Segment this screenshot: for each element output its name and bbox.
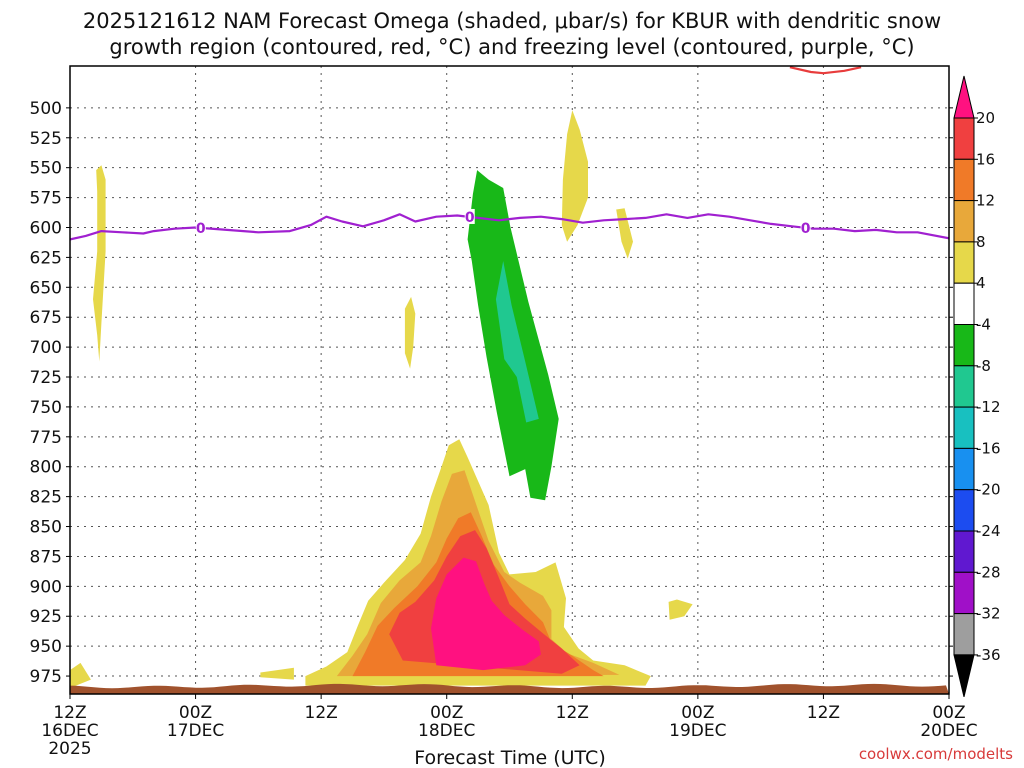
freezing-level-label: 0: [801, 221, 811, 237]
x-tick-label-l1: 12Z: [305, 703, 338, 723]
freezing-level-label: 0: [465, 210, 475, 226]
y-tick-label-800: 800: [30, 458, 62, 478]
x-tick-label-l2: 18DEC: [418, 721, 475, 741]
omega-shaded-regions: [70, 110, 693, 688]
colorbar-segment: [953, 158, 975, 202]
x-tick-label-l1: 00Z: [430, 703, 463, 723]
freezing-label-bg: [464, 208, 475, 224]
colorbar-label--4: -4: [976, 316, 991, 334]
y-tick-label-725: 725: [30, 368, 62, 388]
x-tick-label-l1: 12Z: [556, 703, 589, 723]
colorbar-label--20: -20: [976, 481, 1001, 499]
colorbar-label--16: -16: [976, 439, 1001, 457]
freezing-label-bg: [800, 219, 811, 235]
omega-region-yellow-left: [70, 662, 91, 688]
y-tick-label-575: 575: [30, 189, 62, 209]
colorbar-label-20: 20: [976, 109, 995, 127]
colorbar-segment: [953, 489, 975, 532]
x-tick-label-l2: 20DEC: [920, 721, 977, 741]
x-axis-label: Forecast Time (UTC): [414, 747, 605, 768]
omega-region-yellow-early: [93, 165, 106, 362]
terrain-band: [70, 683, 949, 694]
colorbar-legend: 20 16 12 8 4 -4 -8 -12 -16 -20 -24 -28 -32 -36: [953, 75, 1001, 698]
y-axis-pressure-ticks: 500 525 550 575 600 625 650 675 700 725 750 775 800 8…: [30, 99, 953, 687]
colorbar-label-4: 4: [976, 274, 986, 292]
x-tick-label-l2: 19DEC: [669, 721, 726, 741]
chart-title-line1: 2025121612 NAM Forecast Omega (shaded, μ…: [83, 9, 941, 33]
x-tick-label-l1: 00Z: [179, 703, 212, 723]
chart-title-line2: growth region (contoured, red, °C) and f…: [109, 35, 914, 59]
colorbar-bottom-arrow: [953, 654, 975, 698]
dgz-contour-line: [789, 66, 862, 75]
colorbar-label--24: -24: [976, 522, 1001, 540]
colorbar-segment: [953, 365, 975, 408]
y-tick-label-625: 625: [30, 248, 62, 268]
plot-frame: [69, 65, 950, 695]
colorbar-label--36: -36: [976, 646, 1001, 664]
omega-region-omega-pink: [431, 557, 541, 671]
colorbar-segment: [953, 324, 975, 367]
x-tick-label-l1: 00Z: [932, 703, 965, 723]
y-tick-label-975: 975: [30, 667, 62, 687]
y-tick-label-775: 775: [30, 428, 62, 448]
x-tick-label-l2: 16DEC: [41, 721, 98, 741]
omega-region-yellow-small: [668, 599, 693, 620]
y-tick-label-650: 650: [30, 278, 62, 298]
colorbar-segment: [953, 117, 975, 160]
colorbar-label--32: -32: [976, 605, 1001, 623]
colorbar-top-arrow: [953, 75, 975, 119]
omega-region-yellow-mid: [404, 296, 416, 369]
y-tick-label-950: 950: [30, 637, 62, 657]
colorbar-segment: [953, 282, 975, 326]
x-tick-label-l2: 17DEC: [167, 721, 224, 741]
colorbar-label-12: 12: [976, 192, 995, 210]
y-tick-label-825: 825: [30, 488, 62, 508]
omega-region-teal-band: [495, 261, 539, 423]
omega-region-yellow-upper2: [616, 208, 633, 259]
y-tick-label-850: 850: [30, 518, 62, 538]
x-tick-label-l3: 2025: [48, 739, 91, 759]
omega-region-yellow-strip: [260, 667, 294, 680]
colorbar-segment: [953, 613, 975, 656]
credit-text: coolwx.com/modelts: [859, 745, 1013, 763]
y-tick-label-700: 700: [30, 338, 62, 358]
colorbar-label--8: -8: [976, 357, 991, 375]
colorbar-label-8: 8: [976, 233, 986, 251]
omega-region-yellow-upper: [561, 110, 588, 242]
freezing-level-label: 0: [196, 221, 206, 237]
y-tick-label-675: 675: [30, 308, 62, 328]
freezing-label-bg: [195, 219, 206, 235]
colorbar-segment: [953, 530, 975, 573]
y-tick-label-600: 600: [30, 218, 62, 238]
colorbar-segment: [953, 447, 975, 491]
colorbar-label--28: -28: [976, 563, 1001, 581]
colorbar-label-16: 16: [976, 150, 995, 168]
y-tick-label-750: 750: [30, 398, 62, 418]
y-tick-label-525: 525: [30, 129, 62, 149]
colorbar-segment: [953, 200, 975, 243]
contour-lines: 0 0 0: [70, 66, 949, 241]
y-tick-label-550: 550: [30, 159, 62, 179]
colorbar-segment: [953, 571, 975, 615]
y-tick-label-900: 900: [30, 577, 62, 597]
y-tick-label-925: 925: [30, 607, 62, 627]
y-tick-label-500: 500: [30, 99, 62, 119]
y-tick-label-875: 875: [30, 547, 62, 567]
colorbar-segment: [953, 406, 975, 449]
colorbar-segment: [953, 241, 975, 284]
colorbar-label--12: -12: [976, 398, 1001, 416]
x-tick-label-l1: 00Z: [681, 703, 714, 723]
terrain-ground: [70, 683, 949, 694]
x-tick-label-l1: 12Z: [53, 703, 86, 723]
x-tick-label-l1: 12Z: [807, 703, 840, 723]
freezing-level-line: [70, 213, 949, 241]
